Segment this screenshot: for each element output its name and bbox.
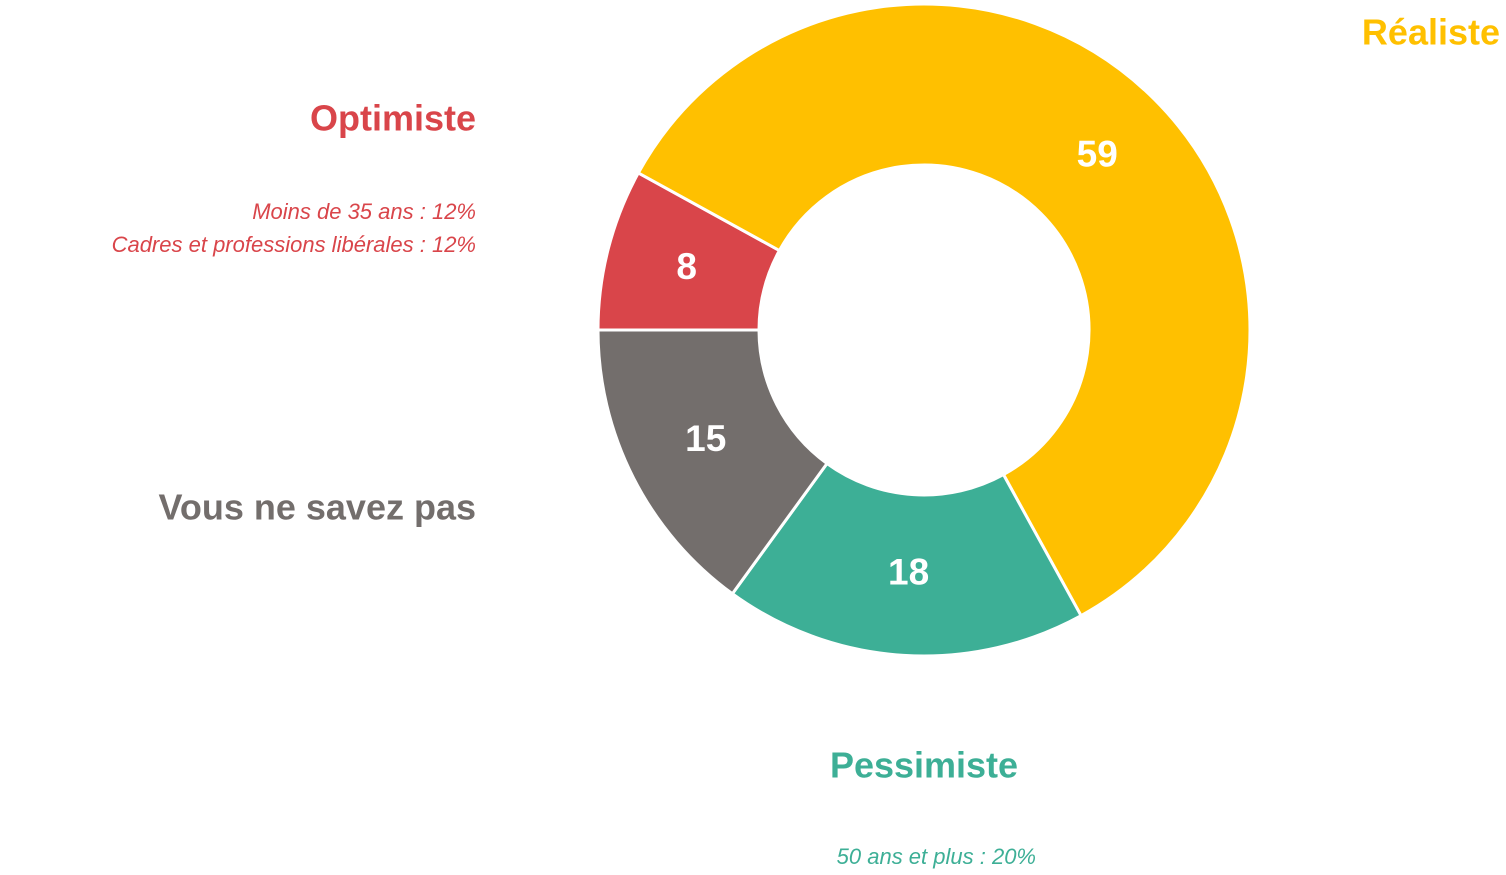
annotation: Cadres et professions libérales : 12% — [112, 232, 476, 257]
annotation: Moins de 35 ans : 12% — [252, 199, 476, 224]
category-label: Optimiste — [310, 98, 476, 139]
annotation: 50 ans et plus : 20% — [837, 844, 1036, 869]
category-label: Réaliste — [1362, 12, 1500, 53]
value-label: 8 — [676, 246, 697, 287]
value-label: 15 — [685, 418, 726, 459]
value-label: 59 — [1077, 134, 1118, 175]
donut-segment — [636, 2, 1252, 618]
donut-segment — [730, 461, 1084, 658]
donut-segment — [596, 328, 830, 596]
value-label: 18 — [888, 551, 929, 592]
category-label: Vous ne savez pas — [159, 487, 476, 528]
category-label: Pessimiste — [830, 745, 1018, 786]
